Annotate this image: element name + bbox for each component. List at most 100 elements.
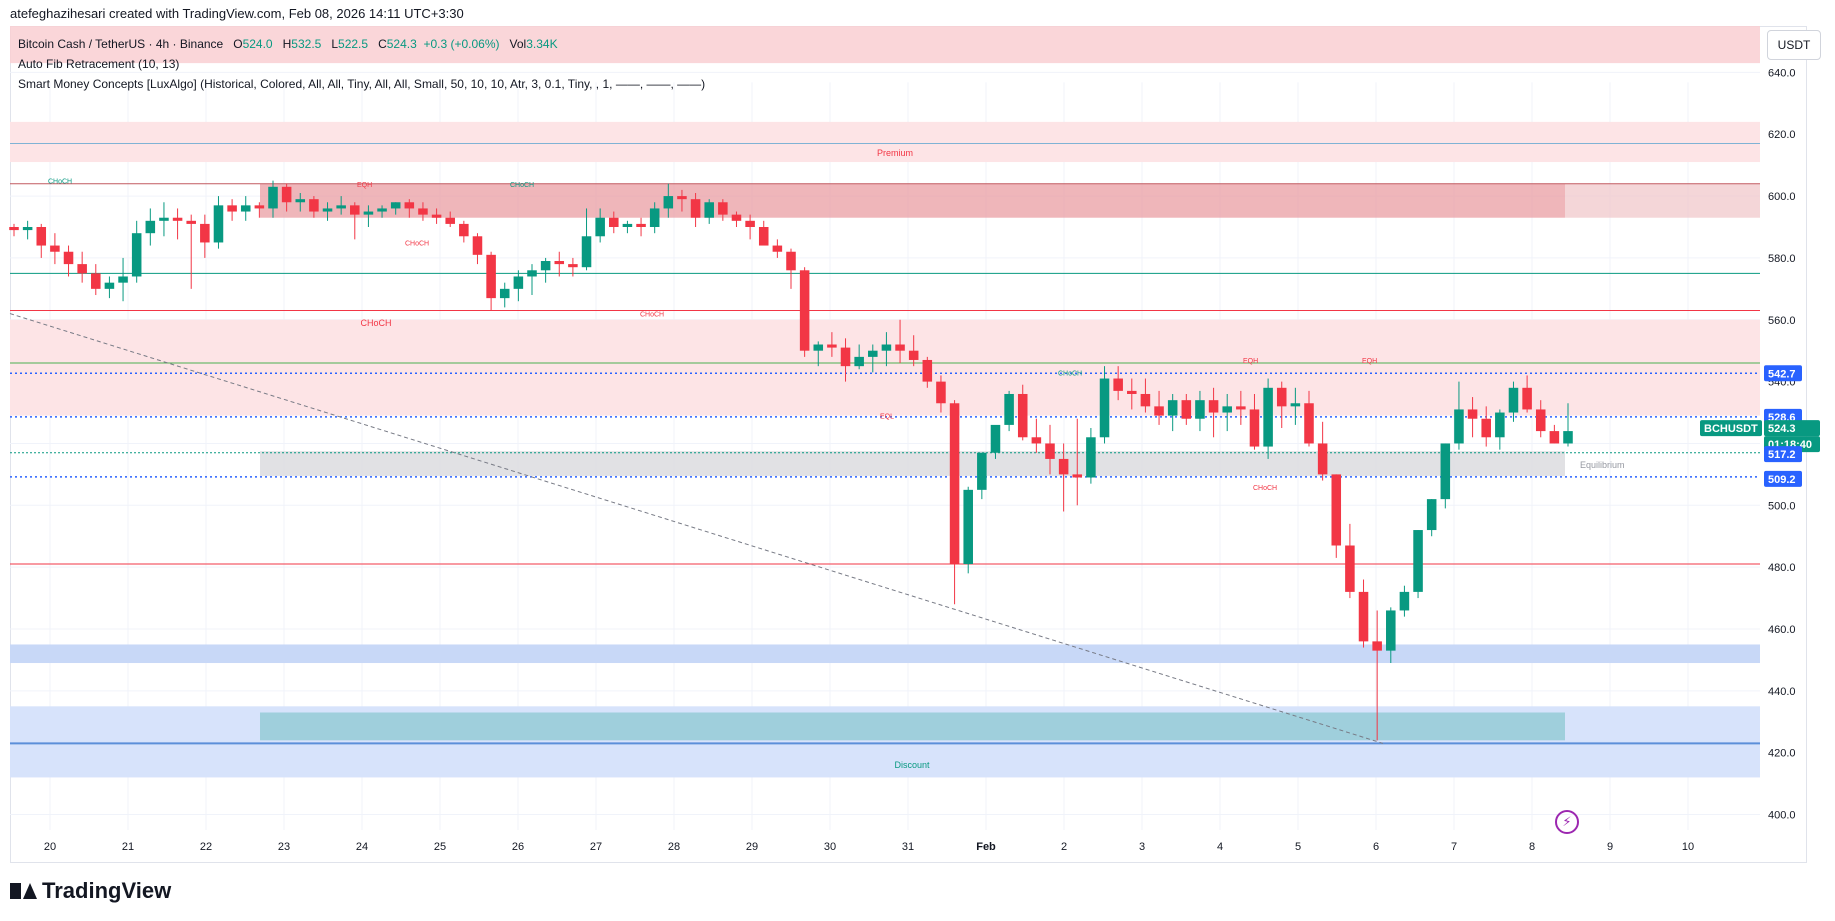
candle-body <box>922 359 933 382</box>
y-tick-label: 620.0 <box>1768 129 1796 141</box>
candle-body <box>636 223 646 227</box>
supply-block <box>260 183 1565 218</box>
candle-body <box>1454 409 1464 444</box>
candle-body <box>786 251 796 271</box>
candle-body <box>1086 437 1096 478</box>
x-tick-label: Feb <box>976 841 996 853</box>
candle-body <box>1113 378 1123 391</box>
candle-body <box>1236 406 1246 410</box>
price-tag <box>1764 446 1802 463</box>
candle-body <box>718 202 728 215</box>
x-tick-label: 30 <box>824 841 836 853</box>
candle-body <box>1249 409 1260 447</box>
legend-indicator-smc[interactable]: Smart Money Concepts [LuxAlgo] (Historic… <box>18 77 706 91</box>
candle-body <box>254 205 265 209</box>
legend-indicator-fib[interactable]: Auto Fib Retracement (10, 13) <box>18 57 180 71</box>
candle-body <box>91 273 101 289</box>
choch-label: CHoCH <box>1253 485 1277 492</box>
candle-body <box>295 199 306 203</box>
candle-body <box>1413 530 1423 592</box>
candle-body <box>1004 393 1014 425</box>
candle-body <box>854 356 864 367</box>
candle-body <box>118 276 128 283</box>
price-tag-label: BCHUSDT <box>1704 423 1758 435</box>
candle-body <box>404 202 415 209</box>
candle-body <box>350 205 360 215</box>
choch-label: CHoCH <box>48 179 72 186</box>
currency-button[interactable]: USDT <box>1767 30 1821 60</box>
tradingview-logo-text: TradingView <box>42 878 172 903</box>
legend-high: 532.5 <box>291 37 322 51</box>
candle-body <box>418 208 428 215</box>
choch-label: CHoCH <box>405 241 429 248</box>
chart-legend: Bitcoin Cash / TetherUS · 4h · Binance O… <box>18 34 705 94</box>
candle-body <box>1495 412 1505 438</box>
candle-body <box>336 205 346 209</box>
y-tick-label: 400.0 <box>1768 810 1796 822</box>
x-tick-label: 7 <box>1451 841 1457 853</box>
candle-body <box>513 276 524 289</box>
candle-body <box>977 452 987 490</box>
candle-body <box>459 223 469 237</box>
candle-body <box>1017 393 1028 438</box>
candle-body <box>663 196 674 209</box>
candle-body <box>363 211 374 215</box>
candle-body <box>499 288 510 299</box>
x-tick-label: 5 <box>1295 841 1301 853</box>
candle-body <box>472 236 483 255</box>
candle-body <box>1127 390 1137 394</box>
demand-block <box>260 712 1565 741</box>
price-tag-label: 524.3 <box>1768 423 1796 435</box>
demand-zone <box>10 644 1760 664</box>
candle-body <box>1508 387 1519 413</box>
price-tag-label: 542.7 <box>1768 368 1796 380</box>
price-tag <box>1764 470 1802 487</box>
candle-body <box>1535 409 1546 432</box>
price-tag-label: 509.2 <box>1768 474 1796 486</box>
candle-body <box>731 214 742 221</box>
bolt-icon[interactable]: ⚡ <box>1555 810 1579 834</box>
legend-h-label: H <box>282 37 292 51</box>
candle-body <box>704 202 714 218</box>
candle-body <box>908 350 919 360</box>
price-tag <box>1700 420 1762 437</box>
candle-body <box>827 344 837 348</box>
eqh-label: EQH <box>357 182 372 189</box>
candle-body <box>1195 400 1205 419</box>
candle-body <box>1372 641 1382 651</box>
candle-body <box>895 344 905 351</box>
y-tick-label: 500.0 <box>1768 500 1796 512</box>
candle-body <box>1345 545 1355 592</box>
x-tick-label: 10 <box>1682 841 1694 853</box>
tradingview-mark-icon <box>10 883 37 899</box>
candle-body <box>581 236 592 268</box>
candle-body <box>1154 406 1164 416</box>
trend-line <box>9 313 1384 744</box>
premium-zone-low <box>10 319 1760 416</box>
x-tick-label: 20 <box>44 841 56 853</box>
candle-body <box>595 217 605 237</box>
premium-zone <box>10 121 1760 163</box>
x-tick-label: 6 <box>1373 841 1379 853</box>
x-tick-label: 29 <box>746 841 758 853</box>
candle-body <box>1304 403 1314 444</box>
candle-body <box>22 227 33 231</box>
x-tick-label: 24 <box>356 841 368 853</box>
x-tick-label: 2 <box>1061 841 1067 853</box>
candle-body <box>104 282 115 289</box>
candle-body <box>63 251 74 265</box>
candle-body <box>758 227 769 246</box>
price-tag <box>1764 420 1820 437</box>
candle-body <box>936 381 946 404</box>
x-tick-label: 23 <box>278 841 290 853</box>
price-tag-label: 517.2 <box>1768 449 1796 461</box>
candle-body <box>1386 610 1396 651</box>
candle-body <box>1045 443 1055 459</box>
legend-ohlc-row: Bitcoin Cash / TetherUS · 4h · Binance O… <box>18 34 705 54</box>
y-tick-label: 460.0 <box>1768 624 1796 636</box>
eql-label: EQL <box>880 414 894 421</box>
legend-open: 524.0 <box>242 37 273 51</box>
candle-body <box>677 196 687 200</box>
candle-body <box>1208 400 1219 413</box>
